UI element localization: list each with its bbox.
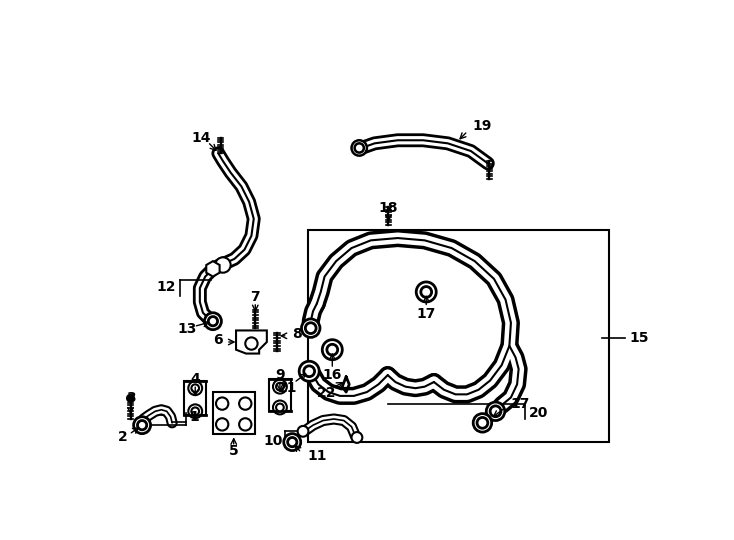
Circle shape	[273, 380, 287, 394]
Text: 4: 4	[190, 372, 200, 386]
Text: 1: 1	[190, 410, 200, 424]
Bar	[213, 392, 255, 434]
Text: 19: 19	[473, 119, 492, 133]
Circle shape	[322, 340, 342, 360]
Circle shape	[487, 402, 505, 421]
Circle shape	[216, 418, 228, 430]
Circle shape	[352, 432, 363, 443]
Circle shape	[477, 417, 488, 428]
Circle shape	[245, 338, 258, 350]
Text: 14: 14	[192, 131, 211, 145]
Text: 13: 13	[178, 322, 197, 336]
Text: 17: 17	[511, 396, 530, 410]
Circle shape	[421, 287, 432, 298]
Text: 16: 16	[323, 368, 342, 382]
Circle shape	[473, 414, 492, 432]
Circle shape	[205, 313, 222, 330]
Circle shape	[288, 437, 297, 447]
Text: 22: 22	[316, 386, 336, 400]
Text: 8: 8	[292, 327, 302, 341]
Circle shape	[276, 403, 284, 411]
Text: 15: 15	[630, 331, 649, 345]
Circle shape	[416, 282, 436, 302]
Text: 17: 17	[416, 307, 436, 321]
Text: 9: 9	[275, 368, 285, 382]
Circle shape	[192, 408, 199, 415]
Circle shape	[137, 421, 147, 430]
Circle shape	[299, 361, 319, 381]
Text: 11: 11	[308, 449, 327, 463]
Text: 7: 7	[250, 291, 260, 305]
Circle shape	[239, 397, 252, 410]
Circle shape	[305, 323, 316, 334]
Text: 10: 10	[264, 434, 283, 448]
Circle shape	[216, 397, 228, 410]
Circle shape	[273, 401, 287, 414]
Bar	[308, 231, 609, 442]
Circle shape	[134, 417, 150, 434]
Circle shape	[297, 426, 308, 437]
Text: 2: 2	[118, 430, 128, 444]
Circle shape	[189, 404, 202, 418]
Circle shape	[215, 257, 230, 273]
Circle shape	[192, 384, 199, 392]
Polygon shape	[236, 330, 267, 354]
Circle shape	[189, 381, 202, 395]
Circle shape	[352, 140, 367, 156]
Bar	[184, 381, 206, 415]
Circle shape	[327, 345, 338, 355]
Circle shape	[302, 319, 320, 338]
Circle shape	[355, 143, 364, 153]
Circle shape	[490, 406, 501, 417]
Circle shape	[304, 366, 315, 377]
Circle shape	[284, 434, 301, 450]
Text: 12: 12	[156, 280, 176, 294]
Circle shape	[208, 316, 217, 326]
Circle shape	[239, 418, 252, 430]
Text: 20: 20	[528, 406, 548, 420]
Text: 18: 18	[379, 201, 399, 215]
Circle shape	[127, 394, 134, 402]
Bar	[269, 379, 291, 411]
Text: 3: 3	[126, 391, 135, 405]
Text: 6: 6	[214, 334, 223, 347]
Text: 5: 5	[229, 444, 239, 458]
Text: 21: 21	[278, 381, 297, 395]
Circle shape	[276, 383, 284, 390]
